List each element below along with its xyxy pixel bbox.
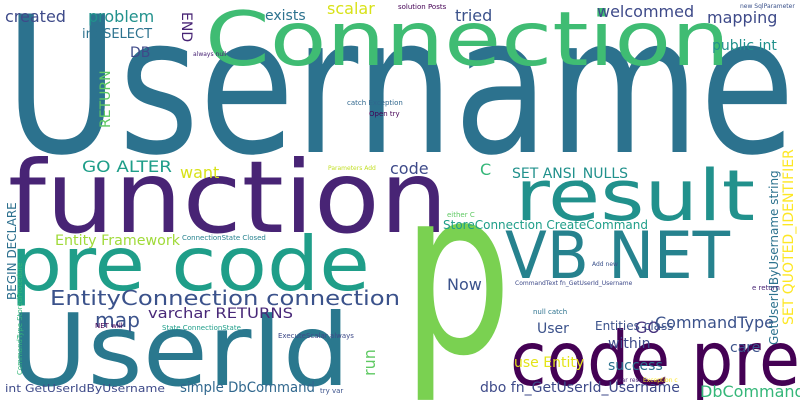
- word: welcommed: [597, 2, 694, 21]
- word: BEGIN DECLARE: [5, 202, 19, 300]
- word: code: [390, 159, 429, 178]
- word: care: [730, 340, 760, 356]
- word: var result: [618, 377, 647, 384]
- word: new SqlParameter: [740, 3, 795, 10]
- word: ExecuteScalar always: [278, 332, 354, 340]
- word: simple DbCommand: [180, 380, 315, 396]
- word: dbo fn_GetUserId_Username: [480, 380, 680, 396]
- word: want: [180, 163, 219, 182]
- word: either C: [447, 211, 475, 219]
- word: StoreConnection CreateCommand: [443, 218, 648, 232]
- word: null catch: [533, 308, 567, 316]
- word: VB NET: [505, 219, 730, 294]
- word: run: [360, 349, 379, 376]
- word: solution Posts: [398, 3, 447, 11]
- word: always null: [193, 51, 227, 58]
- word: Connection: [205, 0, 730, 83]
- word: function: [8, 139, 448, 256]
- word: e return: [752, 284, 780, 292]
- word: CommandType: [655, 313, 774, 332]
- word: SET ANSI_NULLS: [512, 166, 628, 182]
- word: Exception c: [643, 377, 678, 384]
- word: Entities class: [595, 319, 674, 333]
- word: GO ALTER: [82, 157, 172, 176]
- word: exists: [265, 8, 306, 24]
- word: User: [537, 321, 569, 337]
- word: use Entity: [514, 355, 584, 371]
- word: result: [515, 155, 755, 237]
- word: END: [178, 12, 194, 42]
- word: success: [608, 358, 663, 374]
- word: int SELECT: [82, 27, 152, 42]
- word: GO: [635, 318, 660, 337]
- word: C: [480, 160, 491, 179]
- word: DB: [130, 45, 150, 61]
- word: State ConnectionState: [162, 324, 241, 332]
- word: Parameters Add: [328, 165, 376, 172]
- word: Open try: [369, 110, 400, 118]
- word: scalar: [327, 0, 375, 18]
- word: SET QUOTED_IDENTIFIER: [781, 149, 797, 325]
- word: code pre: [510, 315, 800, 400]
- word: Add new: [592, 261, 618, 268]
- word: Username: [5, 0, 795, 197]
- word: mapping: [707, 8, 777, 27]
- word: UserId: [10, 292, 350, 400]
- word: EntityConnection connection: [50, 286, 400, 310]
- word: Now: [447, 275, 482, 294]
- word: ConnectionState Closed: [182, 234, 266, 242]
- word: CommandText fn_GetUserId_Username: [515, 280, 633, 287]
- word: problem: [88, 7, 154, 26]
- word: within: [608, 336, 650, 352]
- word: int GetUserIdByUsername: [5, 382, 165, 395]
- word: tried: [455, 6, 492, 25]
- word: created: [5, 7, 66, 26]
- word: public int: [712, 38, 777, 54]
- word: try var: [320, 387, 343, 395]
- word: catch Exception: [347, 99, 403, 107]
- word: DbCommand: [700, 382, 800, 400]
- word: RETURN: [98, 70, 114, 128]
- word: pre code: [10, 220, 370, 308]
- word: CommandType StoredProcedure: [16, 263, 24, 375]
- word: Entity Framework: [55, 233, 181, 249]
- word: GetUserIdByUsername string: [767, 170, 781, 345]
- word: varchar RETURNS: [148, 306, 293, 322]
- word: map: [95, 308, 140, 332]
- word: NET will: [95, 322, 123, 330]
- word: p: [402, 140, 512, 400]
